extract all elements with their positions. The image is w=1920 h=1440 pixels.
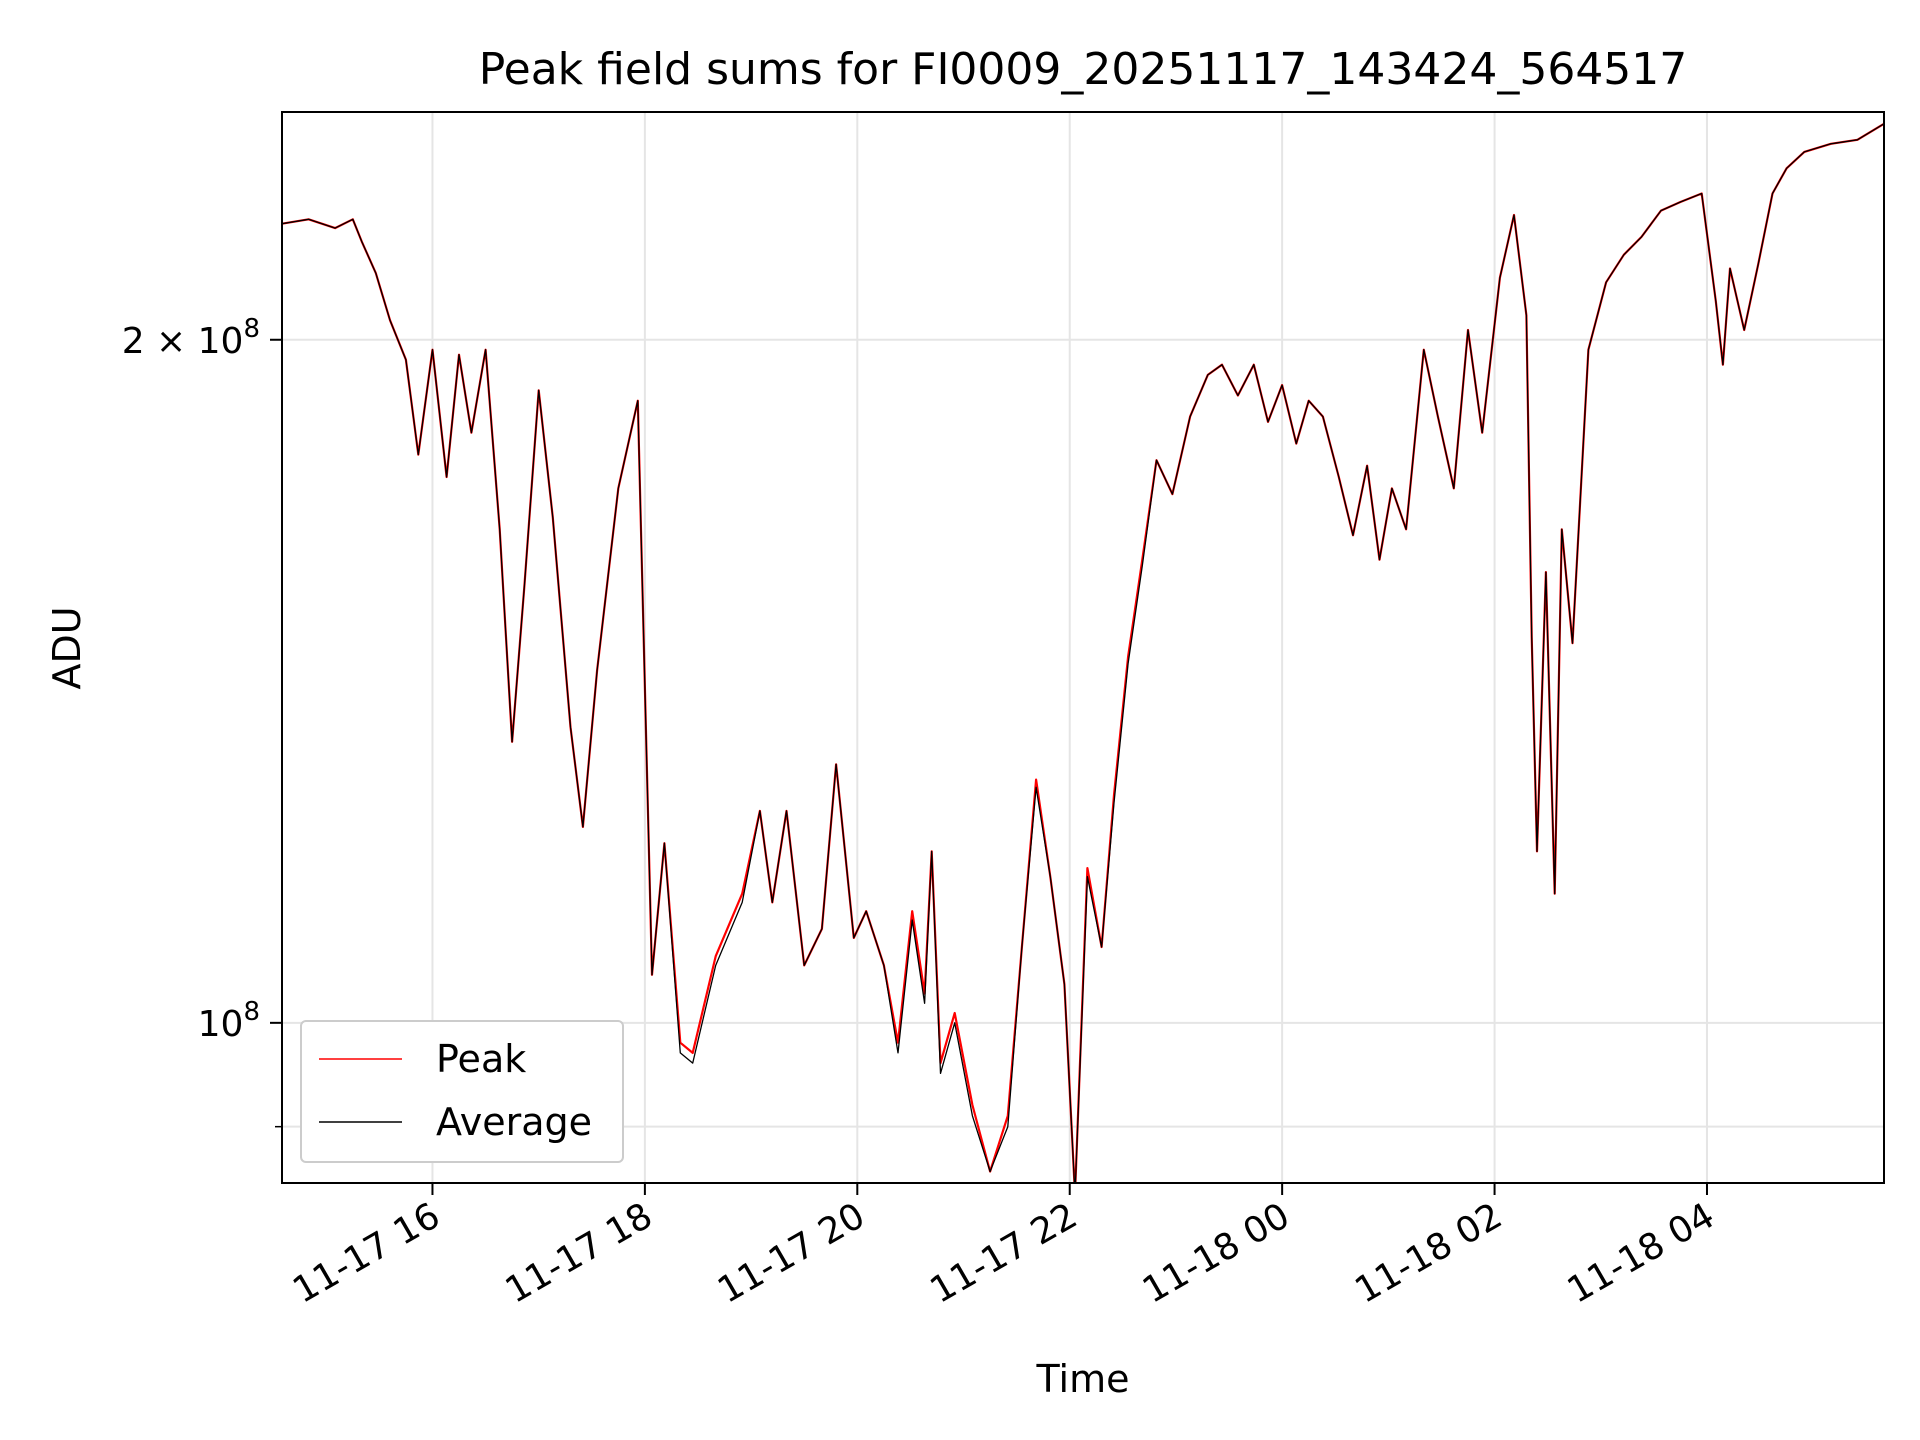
y-tick-label: 2 × 108 — [122, 314, 260, 362]
y-tick-exponent: 8 — [243, 314, 260, 344]
legend-label-peak: Peak — [436, 1037, 526, 1081]
chart-title: Peak field sums for FI0009_20251117_1434… — [479, 44, 1688, 95]
y-tick-exponent: 8 — [243, 997, 260, 1027]
legend: Peak Average — [300, 1020, 624, 1163]
plot-frame — [281, 111, 1885, 1184]
y-axis-label: ADU — [45, 606, 89, 689]
x-axis-label: Time — [1036, 1357, 1130, 1401]
legend-label-average: Average — [436, 1100, 592, 1144]
series-line-average — [282, 123, 1884, 1183]
grid — [282, 112, 1884, 1183]
legend-box — [300, 1020, 624, 1163]
series-layer — [282, 122, 1884, 1183]
